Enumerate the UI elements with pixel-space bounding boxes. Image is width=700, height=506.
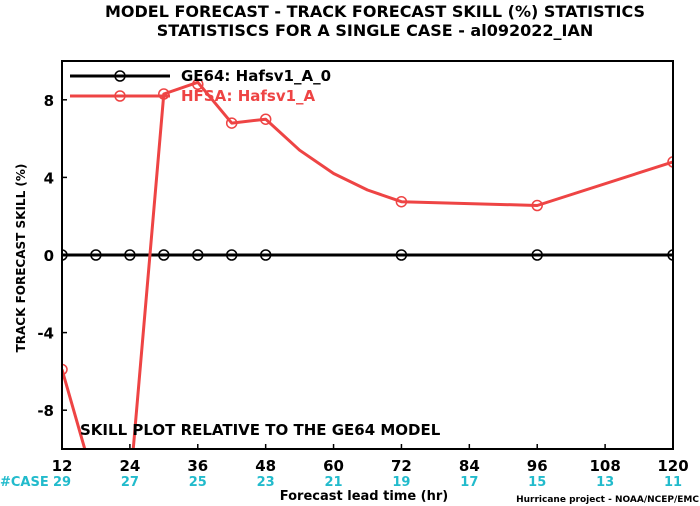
- chart-title: MODEL FORECAST - TRACK FORECAST SKILL (%…: [105, 2, 645, 21]
- legend-label-ge64: GE64: Hafsv1_A_0: [181, 67, 331, 85]
- legend: GE64: Hafsv1_A_0 HFSA: Hafsv1_A: [70, 67, 331, 105]
- case-count: 21: [325, 475, 343, 490]
- x-tick-label: 48: [255, 457, 276, 475]
- x-tick-label: 12: [52, 457, 73, 475]
- series-0-point-3: [158, 249, 170, 261]
- x-axis-ticks: 12 24 36 48 60 72 84 96 108 120: [52, 444, 689, 475]
- series-0-point-8: [531, 249, 543, 261]
- y-tick-label: -4: [37, 325, 54, 343]
- x-tick-label: 60: [323, 457, 344, 475]
- x-tick-label: 24: [119, 457, 140, 475]
- series-0-point-6: [259, 249, 272, 261]
- y-tick-label: 0: [44, 247, 54, 265]
- legend-marker-hfsa: [114, 90, 126, 102]
- y-tick-label: 4: [44, 169, 54, 187]
- x-tick-label: 36: [187, 457, 208, 475]
- case-count: 29: [53, 475, 71, 490]
- series-1-point-6: [531, 199, 543, 212]
- case-counts: 29 27 25 23 21 19 17 15 13 11: [53, 475, 682, 490]
- x-tick-label: 72: [391, 457, 412, 475]
- case-count: 15: [528, 475, 546, 490]
- legend-marker-ge64: [114, 70, 126, 82]
- case-count: 23: [257, 475, 275, 490]
- series-1-point-7: [667, 156, 673, 168]
- y-axis-label: TRACK FORECAST SKILL (%): [14, 164, 28, 353]
- series-1-point-4: [259, 113, 272, 125]
- case-count: 17: [460, 475, 478, 490]
- credit-note: Hurricane project - NOAA/NCEP/EMC: [516, 495, 699, 505]
- series-0-point-7: [395, 249, 408, 261]
- series-1-point-1: [158, 88, 170, 100]
- series-0-point-9: [667, 249, 673, 261]
- series-1-point-5: [395, 195, 408, 208]
- y-tick-label: -8: [37, 402, 54, 420]
- plot-area: [62, 78, 673, 449]
- case-count: 19: [392, 475, 410, 490]
- case-label: #CASE: [0, 475, 49, 490]
- y-axis-ticks: -8 -4 0 4 8: [37, 92, 67, 420]
- series-0-point-5: [225, 249, 238, 261]
- series-1-point-0: [62, 363, 68, 376]
- series-1-point-2: [192, 78, 204, 91]
- case-count: 27: [121, 475, 139, 490]
- case-count: 11: [664, 475, 682, 490]
- series-0-point-2: [124, 249, 136, 261]
- chart-subtitle: STATISTISCS FOR A SINGLE CASE - al092022…: [157, 21, 593, 40]
- x-tick-label: 96: [527, 457, 548, 475]
- series-1-point-3: [225, 117, 238, 129]
- case-count: 13: [596, 475, 614, 490]
- series-0-point-1: [90, 249, 102, 261]
- x-tick-label: 120: [657, 457, 688, 475]
- series-0-point-4: [192, 249, 204, 261]
- x-tick-label: 84: [459, 457, 480, 475]
- y-tick-label: 8: [44, 92, 54, 110]
- x-tick-label: 108: [589, 457, 620, 475]
- case-count: 25: [189, 475, 207, 490]
- series-line-1: [62, 80, 673, 449]
- legend-label-hfsa: HFSA: Hafsv1_A: [181, 87, 316, 105]
- x-axis-label: Forecast lead time (hr): [280, 489, 448, 504]
- skill-annotation: SKILL PLOT RELATIVE TO THE GE64 MODEL: [80, 421, 441, 439]
